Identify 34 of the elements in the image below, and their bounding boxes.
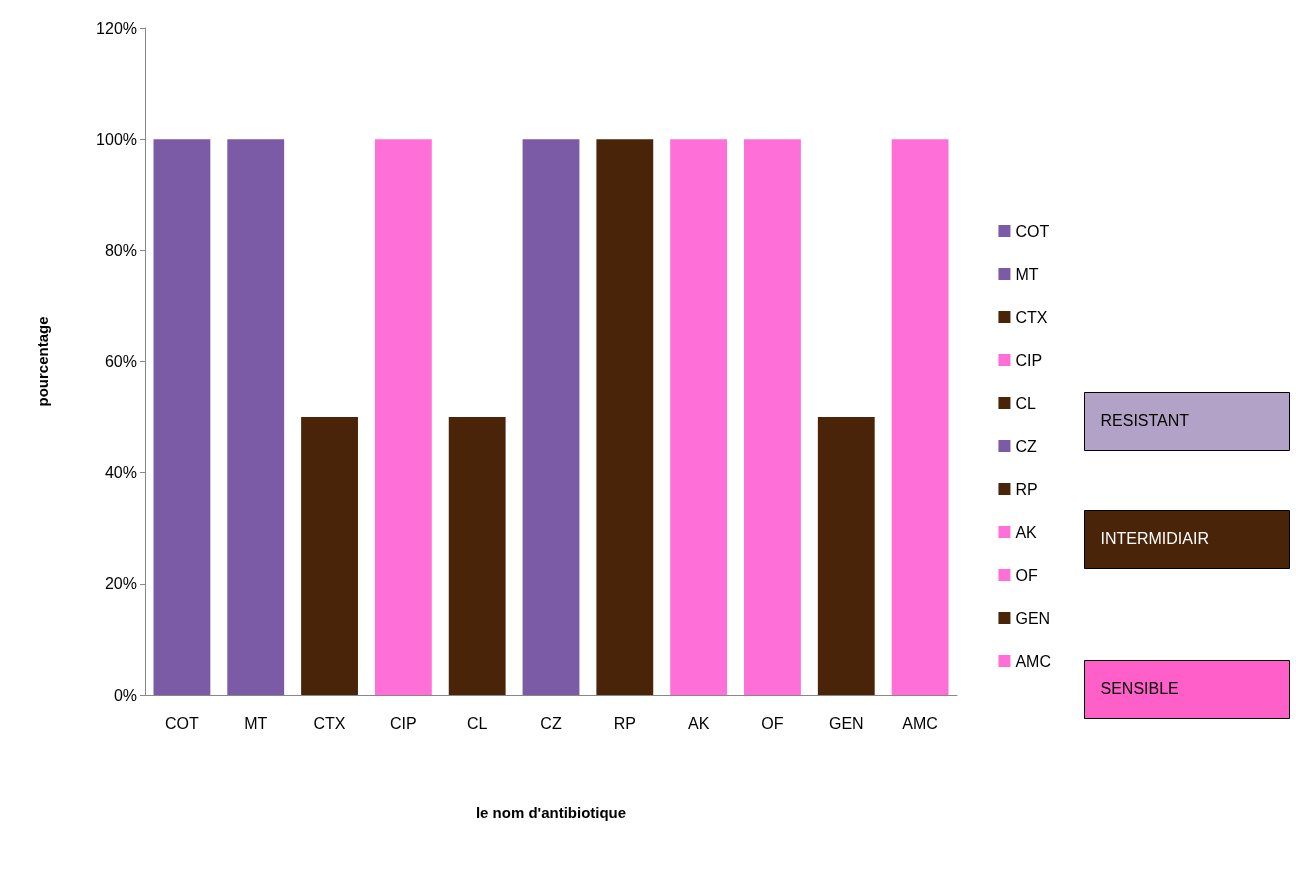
x-tick-label: COT: [165, 714, 200, 732]
x-tick-label: GEN: [828, 714, 864, 732]
legend-label: GEN: [1015, 609, 1051, 627]
y-tick-label: 80%: [104, 241, 137, 259]
y-tick-label: 100%: [96, 130, 137, 148]
x-tick-label: RP: [613, 714, 636, 732]
y-tick-label: 0%: [113, 686, 137, 704]
legend-label: CIP: [1015, 351, 1043, 369]
legend-label: CL: [1015, 394, 1036, 412]
y-axis-title: pourcentage: [34, 316, 51, 407]
legend-label: CZ: [1015, 437, 1037, 455]
legend-label: CTX: [1015, 308, 1048, 326]
text: INTERMIDIAIR: [1100, 530, 1209, 547]
x-tick-label: CL: [466, 714, 488, 732]
x-tick-label: OF: [761, 714, 784, 732]
x-tick-label: CTX: [313, 714, 346, 732]
x-tick-label: MT: [244, 714, 268, 732]
x-tick-label: AK: [687, 714, 710, 732]
text: SENSIBLE: [1100, 680, 1179, 697]
legend-label: COT: [1015, 222, 1050, 240]
y-tick-label: 40%: [104, 464, 137, 482]
legend-label: AMC: [1015, 652, 1052, 670]
y-tick-label: 120%: [96, 19, 137, 37]
legend-label: RP: [1015, 480, 1038, 498]
x-axis-title: le nom d'antibiotique: [475, 804, 627, 821]
x-tick-label: AMC: [902, 714, 938, 732]
legend-label: OF: [1015, 566, 1038, 584]
y-tick-label: 20%: [104, 575, 137, 593]
x-tick-label: CZ: [540, 714, 562, 732]
text: RESISTANT: [1100, 412, 1190, 429]
y-tick-label: 60%: [104, 353, 137, 370]
x-tick-label: CIP: [390, 714, 417, 732]
legend-label: AK: [1015, 523, 1038, 541]
legend-label: MT: [1015, 265, 1039, 283]
